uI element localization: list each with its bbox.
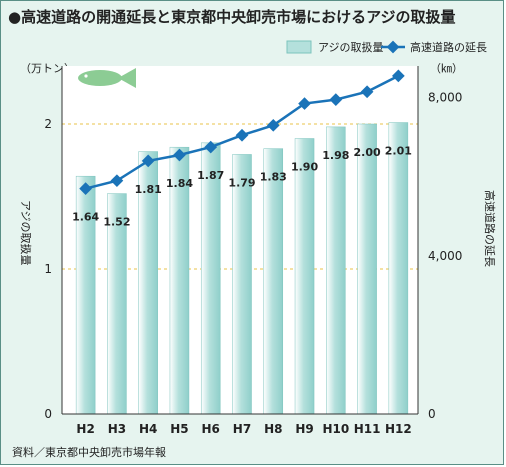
category-H10: H10 — [322, 422, 349, 436]
category-H11: H11 — [354, 422, 381, 436]
bar-label-H4: 1.81 — [135, 183, 162, 196]
category-H3: H3 — [108, 422, 126, 436]
bar-label-H7: 1.79 — [228, 176, 255, 189]
left-tick-1: 1 — [44, 262, 52, 276]
right-axis-unit: （㎞） — [430, 62, 463, 75]
bar-label-H12: 2.01 — [385, 145, 412, 158]
source-note: 資料／東京都中央卸売市場年報 — [12, 445, 166, 459]
category-labels: H2 H3 H4 H5 H6 H7 H8 H9 H10 H11 H12 — [76, 422, 411, 436]
left-tick-labels: 0 1 2 — [44, 117, 52, 421]
bar-H12 — [388, 122, 409, 415]
line-point-H6 — [204, 140, 218, 154]
bar-label-H2: 1.64 — [72, 211, 99, 224]
line-point-H9 — [298, 97, 311, 110]
bar-label-H6: 1.87 — [197, 169, 224, 182]
right-tick-4,000: 4,000 — [428, 249, 462, 263]
bars — [75, 122, 409, 415]
category-H4: H4 — [139, 422, 157, 436]
bar-H6 — [200, 142, 221, 415]
line-point-H7 — [235, 128, 249, 142]
category-H9: H9 — [295, 422, 313, 436]
right-axis-label: 高速道路の延長 — [483, 190, 497, 267]
right-tick-labels: 0 4,000 8,000 — [428, 91, 462, 421]
bar-H10 — [326, 126, 346, 415]
bar-H7 — [232, 154, 252, 415]
bar-H11 — [357, 123, 377, 415]
category-H12: H12 — [385, 422, 412, 436]
bar-label-H11: 2.00 — [354, 146, 381, 159]
bar-value-labels: 1.64 1.52 1.81 1.84 1.87 1.79 1.83 1.90 1.98 2.00… — [72, 145, 412, 229]
bar-label-H10: 1.98 — [322, 149, 349, 162]
fish-icon — [78, 68, 136, 88]
left-tick-2: 2 — [44, 117, 52, 131]
left-axis-unit: （万トン） — [20, 62, 75, 75]
line-point-H11 — [360, 85, 374, 99]
bar-label-H8: 1.83 — [260, 171, 287, 184]
left-tick-0: 0 — [44, 407, 52, 421]
line-point-H2 — [79, 182, 93, 195]
line-series — [79, 69, 405, 195]
legend-line-label: 高速道路の延長 — [410, 40, 487, 54]
legend-bar-swatch — [286, 40, 312, 54]
category-H6: H6 — [202, 422, 220, 436]
right-tick-0: 0 — [428, 407, 436, 421]
category-H5: H5 — [170, 422, 188, 436]
legend-bar-label: アジの取扱量 — [318, 40, 384, 54]
line-point-H8 — [266, 118, 280, 132]
right-tick-8,000: 8,000 — [428, 91, 462, 105]
category-H2: H2 — [76, 422, 94, 436]
bar-label-H9: 1.90 — [291, 161, 318, 174]
bar-label-H3: 1.52 — [103, 216, 130, 229]
line-point-H5 — [173, 148, 186, 162]
bar-label-H5: 1.84 — [166, 177, 193, 190]
category-H8: H8 — [264, 422, 282, 436]
left-axis-label: アジの取扱量 — [19, 200, 33, 266]
bar-H8 — [263, 148, 284, 415]
bar-H9 — [294, 138, 315, 415]
line-point-H12 — [391, 69, 405, 83]
legend-line-marker — [386, 40, 400, 54]
line-point-H10 — [329, 93, 343, 106]
category-H7: H7 — [233, 422, 251, 436]
line-point-H4 — [141, 154, 155, 168]
legend: アジの取扱量 高速道路の延長 — [286, 40, 487, 54]
chart-title: ●高速道路の開通延長と東京都中央卸売市場におけるアジの取扱量 — [8, 8, 456, 26]
line-point-H3 — [110, 174, 124, 188]
